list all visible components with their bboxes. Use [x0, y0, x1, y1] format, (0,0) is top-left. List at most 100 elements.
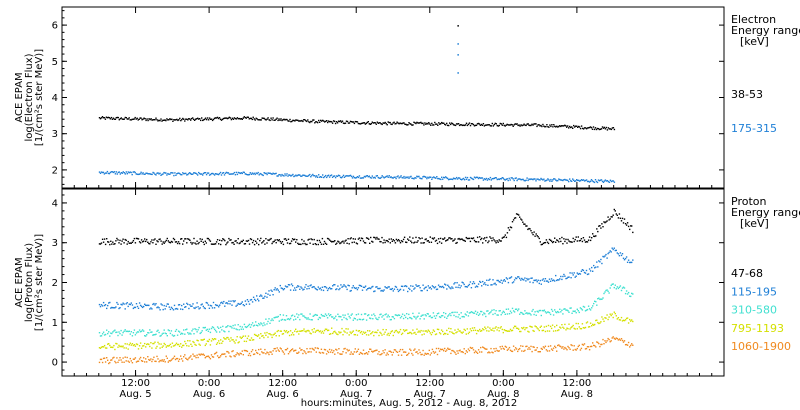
data-point	[161, 243, 163, 245]
data-point	[163, 119, 165, 121]
data-point	[299, 347, 301, 349]
data-point	[479, 177, 482, 179]
data-point	[337, 352, 339, 354]
data-point	[261, 335, 263, 337]
data-point	[573, 124, 575, 127]
data-point	[120, 345, 122, 347]
data-point	[543, 125, 545, 127]
data-point	[150, 358, 152, 360]
data-point	[162, 308, 164, 311]
data-point	[280, 319, 282, 321]
data-point	[461, 351, 463, 353]
electron-plot-frame	[61, 6, 725, 189]
data-point	[238, 341, 240, 343]
data-point	[443, 286, 445, 289]
data-point	[615, 213, 617, 215]
data-point	[268, 172, 270, 174]
data-point	[245, 340, 248, 343]
data-point	[275, 118, 277, 120]
data-point	[548, 350, 551, 352]
data-point	[552, 330, 555, 332]
data-point	[471, 237, 474, 240]
data-point	[333, 331, 335, 333]
data-point	[172, 357, 175, 359]
data-point	[312, 331, 314, 333]
data-point	[489, 176, 492, 179]
data-point	[445, 350, 447, 352]
data-point	[423, 124, 425, 126]
data-point	[476, 311, 479, 314]
data-point	[547, 126, 549, 128]
data-point	[99, 335, 102, 337]
data-point	[333, 175, 336, 177]
data-point	[460, 331, 462, 334]
data-point	[369, 123, 371, 125]
data-point	[390, 238, 392, 240]
data-point	[158, 173, 160, 175]
data-point	[471, 283, 474, 285]
data-point	[101, 171, 104, 174]
data-point	[416, 328, 418, 330]
data-point	[495, 347, 497, 350]
data-point	[371, 350, 373, 352]
data-point	[546, 241, 549, 243]
data-point	[632, 231, 634, 234]
data-point	[444, 177, 446, 179]
data-point	[227, 172, 230, 174]
data-point	[322, 243, 325, 245]
data-point	[561, 309, 563, 311]
data-point	[439, 348, 442, 350]
data-point	[436, 288, 439, 290]
data-point	[557, 344, 559, 347]
data-point	[625, 224, 628, 226]
data-point	[313, 286, 315, 288]
data-point	[173, 334, 176, 337]
data-point	[490, 179, 492, 181]
data-point	[461, 332, 463, 334]
data-point	[494, 240, 496, 242]
data-point	[513, 279, 516, 281]
data-point	[370, 317, 372, 320]
data-point	[338, 348, 340, 350]
data-point	[115, 362, 117, 364]
data-point	[445, 124, 447, 126]
data-point	[510, 123, 512, 126]
data-point	[524, 124, 526, 126]
data-point	[532, 346, 534, 348]
data-point	[106, 170, 109, 173]
data-point	[295, 174, 297, 176]
data-point	[137, 238, 140, 240]
data-point	[417, 315, 419, 317]
data-point	[480, 310, 482, 313]
data-point	[111, 243, 113, 245]
data-point	[508, 277, 511, 279]
data-point	[370, 177, 372, 179]
data-point	[298, 351, 300, 353]
data-point	[584, 272, 587, 274]
data-point	[613, 311, 615, 313]
data-point	[115, 306, 117, 308]
data-point	[270, 319, 272, 322]
data-point	[374, 315, 376, 317]
data-point	[315, 243, 317, 246]
data-point	[596, 304, 598, 306]
data-point	[378, 334, 380, 337]
data-point	[572, 324, 574, 327]
data-point	[296, 286, 298, 288]
data-point	[343, 348, 345, 350]
data-point	[585, 241, 588, 243]
data-point	[514, 123, 516, 125]
data-point	[290, 283, 293, 285]
data-point	[211, 356, 214, 358]
data-point	[113, 118, 116, 120]
data-point	[112, 357, 114, 359]
data-point	[576, 347, 578, 350]
data-point	[394, 314, 397, 316]
data-point	[228, 330, 230, 333]
data-point	[423, 333, 425, 335]
data-point	[111, 346, 113, 348]
data-point	[338, 241, 340, 243]
x-tick-time: 12:00	[562, 378, 591, 389]
data-point	[98, 361, 101, 364]
data-point	[332, 175, 335, 177]
